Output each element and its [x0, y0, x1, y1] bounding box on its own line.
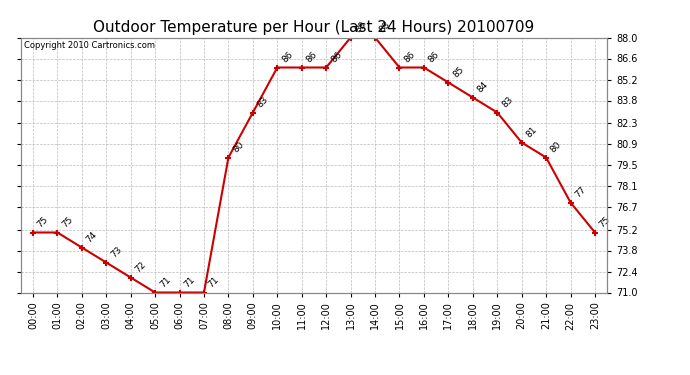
Text: 85: 85 [451, 65, 466, 80]
Text: 75: 75 [598, 215, 612, 230]
Text: 80: 80 [549, 140, 563, 155]
Text: 86: 86 [402, 50, 417, 65]
Text: 71: 71 [158, 275, 172, 290]
Text: 75: 75 [36, 215, 50, 230]
Title: Outdoor Temperature per Hour (Last 24 Hours) 20100709: Outdoor Temperature per Hour (Last 24 Ho… [93, 20, 535, 35]
Text: 86: 86 [426, 50, 441, 65]
Text: Copyright 2010 Cartronics.com: Copyright 2010 Cartronics.com [23, 41, 155, 50]
Text: 72: 72 [133, 260, 148, 275]
Text: 75: 75 [60, 215, 75, 230]
Text: 84: 84 [475, 80, 490, 95]
Text: 88: 88 [378, 20, 393, 35]
Text: 83: 83 [255, 95, 270, 110]
Text: 83: 83 [500, 95, 515, 110]
Text: 86: 86 [329, 50, 344, 65]
Text: 86: 86 [280, 50, 295, 65]
Text: 71: 71 [207, 275, 221, 290]
Text: 80: 80 [231, 140, 246, 155]
Text: 74: 74 [85, 230, 99, 245]
Text: 73: 73 [109, 245, 124, 260]
Text: 77: 77 [573, 185, 588, 200]
Text: 88: 88 [353, 20, 368, 35]
Text: 71: 71 [182, 275, 197, 290]
Text: 81: 81 [524, 125, 539, 140]
Text: 86: 86 [304, 50, 319, 65]
